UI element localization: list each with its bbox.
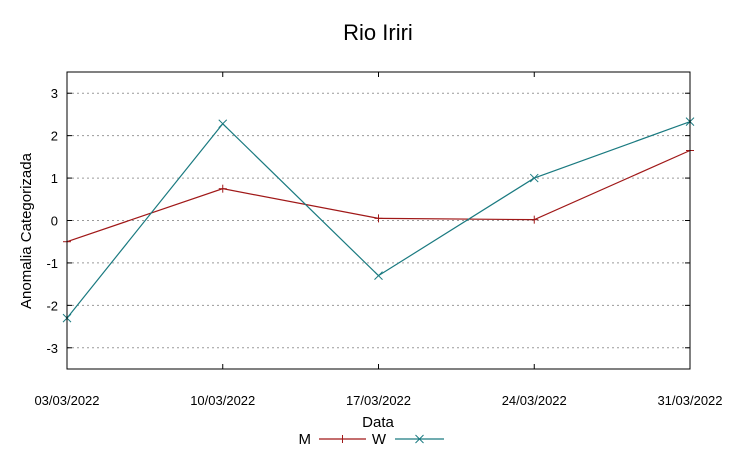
legend-label-W: W bbox=[372, 431, 387, 448]
data-point-W bbox=[529, 173, 539, 183]
y-tick-label: -2 bbox=[46, 298, 58, 313]
x-tick-label: 31/03/2022 bbox=[657, 393, 722, 408]
y-tick-label: 3 bbox=[51, 86, 58, 101]
x-tick-label: 10/03/2022 bbox=[190, 393, 255, 408]
legend-label-M: M bbox=[299, 431, 312, 448]
axis-ticks: 3 2 1 0 -1 -2 -3 03/03/2022 10/03/2022 17/03/2022… bbox=[34, 72, 723, 408]
x-axis-label: Data bbox=[362, 414, 394, 431]
chart-title: Rio Iriri bbox=[343, 20, 413, 45]
marker-stroke bbox=[529, 173, 539, 183]
x-tick-label: 24/03/2022 bbox=[502, 393, 567, 408]
legend-marker-W bbox=[415, 434, 424, 444]
data-point-M bbox=[374, 214, 383, 223]
series-line-M bbox=[66, 149, 691, 243]
y-tick-label: 0 bbox=[51, 214, 58, 229]
data-point-M bbox=[530, 215, 539, 224]
x-tick-label: 17/03/2022 bbox=[346, 393, 411, 408]
data-point-M bbox=[218, 184, 227, 193]
plot-frame bbox=[66, 71, 691, 370]
y-tick-label: -3 bbox=[46, 341, 58, 356]
data-point-W bbox=[374, 271, 383, 281]
data-point-W bbox=[218, 119, 228, 129]
y-tick-label: -1 bbox=[46, 256, 58, 271]
y-tick-label: 2 bbox=[51, 129, 58, 144]
x-tick-label: 03/03/2022 bbox=[34, 393, 99, 408]
y-tick-label: 1 bbox=[51, 171, 58, 186]
series-layer bbox=[62, 117, 695, 323]
marker-stroke bbox=[374, 271, 383, 281]
marker-stroke bbox=[218, 119, 228, 129]
legend-marker-M bbox=[338, 435, 347, 443]
marker-stroke bbox=[415, 434, 424, 444]
y-axis-label: Anomalia Categorizada bbox=[18, 152, 35, 309]
